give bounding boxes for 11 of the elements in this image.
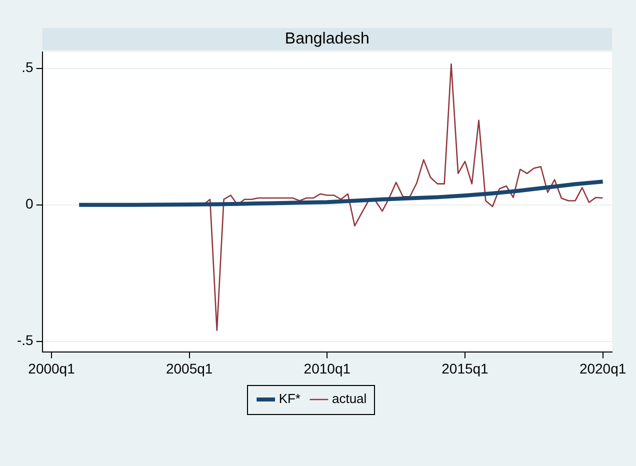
x-tick-label: 2000q1 [28, 360, 76, 376]
y-tick-label: 0 [26, 196, 34, 212]
y-tick-label: .5 [22, 59, 34, 76]
x-tick-label: 2005q1 [166, 360, 213, 376]
legend-label: KF* [278, 391, 300, 406]
legend-label: actual [332, 391, 367, 406]
y-tick-label: -.5 [16, 332, 34, 348]
x-tick-label: 2010q1 [304, 360, 351, 376]
x-tick-label: 2015q1 [442, 360, 489, 376]
chart-title: Bangladesh [284, 30, 370, 48]
x-tick-label: 2020q1 [579, 360, 626, 376]
